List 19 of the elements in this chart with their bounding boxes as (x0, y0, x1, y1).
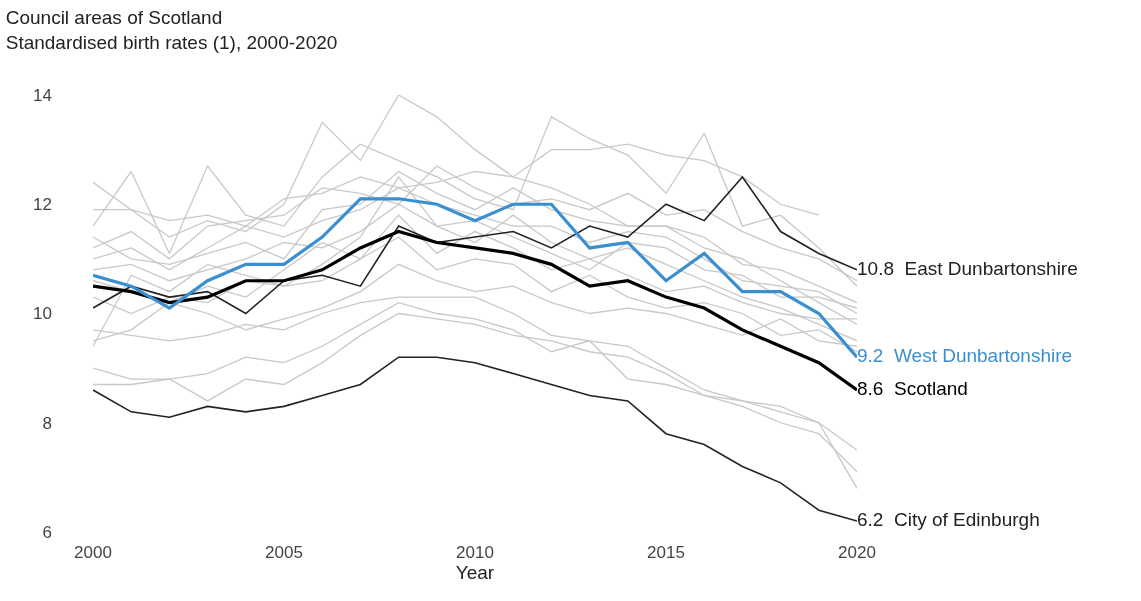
x-tick-label: 2000 (74, 543, 112, 562)
y-tick-label: 12 (33, 195, 52, 215)
x-tick-label: 2005 (265, 543, 303, 562)
x-tick-label: 2015 (647, 543, 685, 562)
text: 10.8 East Dunbartonshire (857, 257, 1078, 279)
x-tick-label: 2020 (838, 543, 876, 562)
y-tick-label: 8 (42, 413, 52, 433)
text: 8.6 Scotland (857, 377, 968, 399)
x-axis-title: Year (455, 562, 495, 583)
text: 9.2 West Dunbartonshire (857, 344, 1073, 366)
x-tick-label: 2010 (456, 543, 494, 562)
y-tick-label: 14 (33, 85, 52, 105)
y-tick-label: 6 (42, 522, 52, 542)
line-series (93, 229, 857, 392)
chart-subtitle: Standardised birth rates (1), 2000-2020 (5, 31, 338, 53)
text: 6.2 City of Edinburgh (857, 508, 1040, 530)
chart-title: Council areas of Scotland (5, 7, 223, 29)
line-series (93, 356, 857, 522)
y-tick-label: 10 (33, 304, 52, 324)
